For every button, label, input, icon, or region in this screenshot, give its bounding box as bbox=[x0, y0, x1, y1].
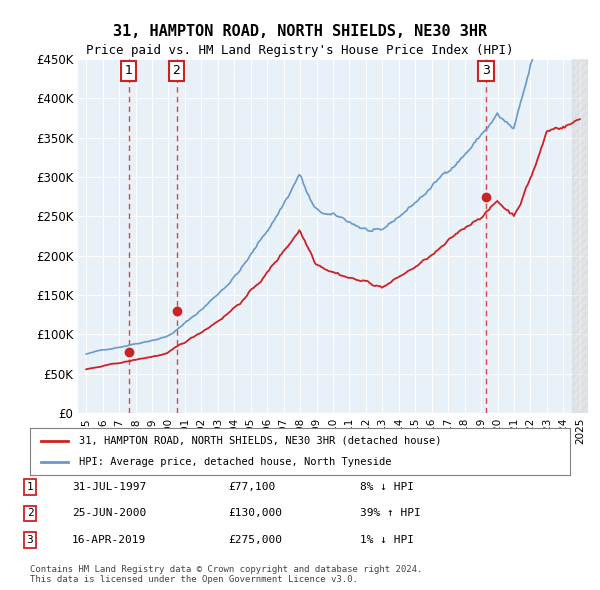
Text: 31, HAMPTON ROAD, NORTH SHIELDS, NE30 3HR: 31, HAMPTON ROAD, NORTH SHIELDS, NE30 3H… bbox=[113, 24, 487, 38]
Text: £275,000: £275,000 bbox=[228, 535, 282, 545]
Bar bbox=[572, 59, 588, 413]
Text: Contains HM Land Registry data © Crown copyright and database right 2024.
This d: Contains HM Land Registry data © Crown c… bbox=[30, 565, 422, 584]
Text: HPI: Average price, detached house, North Tyneside: HPI: Average price, detached house, Nort… bbox=[79, 457, 391, 467]
Text: 31-JUL-1997: 31-JUL-1997 bbox=[72, 482, 146, 491]
Text: 1% ↓ HPI: 1% ↓ HPI bbox=[360, 535, 414, 545]
Text: 1: 1 bbox=[125, 64, 133, 77]
Text: 1: 1 bbox=[26, 482, 34, 491]
Text: Price paid vs. HM Land Registry's House Price Index (HPI): Price paid vs. HM Land Registry's House … bbox=[86, 44, 514, 57]
Text: 16-APR-2019: 16-APR-2019 bbox=[72, 535, 146, 545]
Text: 39% ↑ HPI: 39% ↑ HPI bbox=[360, 509, 421, 518]
Text: £130,000: £130,000 bbox=[228, 509, 282, 518]
Text: 3: 3 bbox=[26, 535, 34, 545]
Text: 8% ↓ HPI: 8% ↓ HPI bbox=[360, 482, 414, 491]
Text: 2: 2 bbox=[26, 509, 34, 518]
Text: 2: 2 bbox=[173, 64, 181, 77]
Text: £77,100: £77,100 bbox=[228, 482, 275, 491]
Text: 31, HAMPTON ROAD, NORTH SHIELDS, NE30 3HR (detached house): 31, HAMPTON ROAD, NORTH SHIELDS, NE30 3H… bbox=[79, 436, 441, 446]
Text: 3: 3 bbox=[482, 64, 490, 77]
Text: 25-JUN-2000: 25-JUN-2000 bbox=[72, 509, 146, 518]
